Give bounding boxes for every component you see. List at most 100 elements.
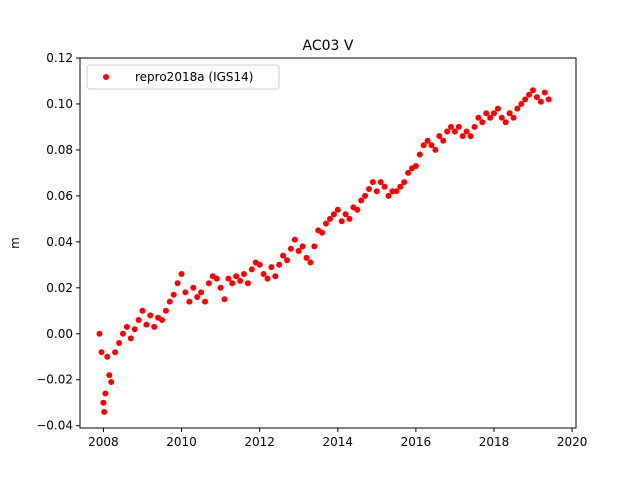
data-point xyxy=(412,163,419,169)
data-point xyxy=(354,206,361,213)
data-point xyxy=(455,123,462,130)
legend-marker xyxy=(103,74,109,80)
data-point xyxy=(131,326,138,333)
y-tick-label: 0.08 xyxy=(46,143,73,157)
data-point xyxy=(405,169,412,176)
data-point xyxy=(311,243,318,250)
data-point xyxy=(327,215,333,222)
data-point xyxy=(291,236,298,243)
data-point xyxy=(178,271,185,277)
x-tick-label: 2020 xyxy=(557,435,588,449)
data-point xyxy=(471,123,478,130)
data-point xyxy=(182,289,189,296)
data-point xyxy=(498,114,505,121)
data-point xyxy=(338,218,345,225)
data-point xyxy=(135,317,142,323)
data-point xyxy=(385,192,392,199)
data-point xyxy=(510,114,517,121)
data-point xyxy=(514,105,521,112)
data-point xyxy=(381,183,388,190)
data-point xyxy=(401,179,408,186)
data-point xyxy=(479,119,486,126)
data-point xyxy=(101,408,108,415)
data-point xyxy=(98,349,105,356)
y-tick-label: −0.04 xyxy=(36,419,73,433)
data-point xyxy=(526,91,533,98)
data-point xyxy=(451,128,458,135)
y-tick-label: 0.02 xyxy=(46,281,73,295)
y-tick-label: 0.12 xyxy=(46,51,73,65)
data-point xyxy=(104,353,111,360)
data-point xyxy=(303,254,310,261)
x-tick-label: 2018 xyxy=(479,435,510,449)
data-point xyxy=(506,110,513,117)
data-point xyxy=(537,98,544,105)
data-point xyxy=(233,273,240,280)
data-point xyxy=(369,179,376,186)
data-point xyxy=(147,312,154,319)
data-point xyxy=(377,179,384,186)
data-point xyxy=(416,151,423,158)
data-point xyxy=(475,114,482,121)
data-point xyxy=(106,372,113,379)
data-point xyxy=(143,321,150,328)
data-point xyxy=(284,257,290,264)
data-point xyxy=(151,323,158,330)
data-point xyxy=(522,96,529,103)
data-point xyxy=(323,220,329,227)
data-point xyxy=(108,379,115,385)
data-point xyxy=(102,390,109,397)
plot-area: 2008 2010 2012 2014 2016 2018 2020 −0.04 −0.02 0.… xyxy=(36,51,587,449)
x-tick-label: 2008 xyxy=(88,435,119,449)
data-point xyxy=(307,259,314,266)
data-point xyxy=(346,215,353,222)
data-point xyxy=(248,266,255,273)
x-tick-label: 2016 xyxy=(401,435,432,449)
data-point xyxy=(436,133,443,140)
axes-frame xyxy=(79,57,577,429)
data-point xyxy=(202,298,208,305)
data-point xyxy=(225,275,232,282)
data-point xyxy=(100,399,107,406)
data-point xyxy=(342,211,349,218)
data-point xyxy=(268,264,275,271)
data-point xyxy=(440,137,447,144)
data-point xyxy=(299,243,306,250)
data-point xyxy=(541,89,548,96)
data-point xyxy=(459,133,466,140)
data-point xyxy=(159,317,165,323)
data-point xyxy=(533,94,540,101)
data-point xyxy=(127,335,134,342)
data-point xyxy=(221,296,228,303)
data-point xyxy=(502,119,509,126)
data-point xyxy=(494,105,501,112)
data-point xyxy=(162,307,169,314)
data-point xyxy=(166,298,173,305)
data-point xyxy=(319,229,326,236)
data-point xyxy=(366,186,372,192)
data-point xyxy=(467,133,474,140)
data-point xyxy=(448,123,454,130)
y-axis-label: m xyxy=(8,237,22,249)
data-point xyxy=(420,142,427,149)
data-point xyxy=(373,188,380,195)
data-point xyxy=(174,280,181,287)
data-point xyxy=(241,271,247,277)
data-point xyxy=(530,87,536,94)
data-point xyxy=(287,245,294,252)
data-point xyxy=(190,284,197,291)
data-point xyxy=(264,275,271,282)
data-point xyxy=(244,280,251,287)
data-point xyxy=(397,183,404,190)
data-point xyxy=(237,277,244,284)
data-point xyxy=(139,307,146,314)
data-point xyxy=(545,96,552,103)
legend-label: repro2018a (IGS14) xyxy=(135,70,253,84)
y-tick-label: 0.10 xyxy=(46,97,73,111)
data-point xyxy=(170,291,177,298)
data-point xyxy=(217,284,224,291)
chart-title: AC03 V xyxy=(303,38,354,54)
data-point xyxy=(112,349,119,356)
data-point xyxy=(186,298,193,305)
data-point xyxy=(330,211,337,218)
